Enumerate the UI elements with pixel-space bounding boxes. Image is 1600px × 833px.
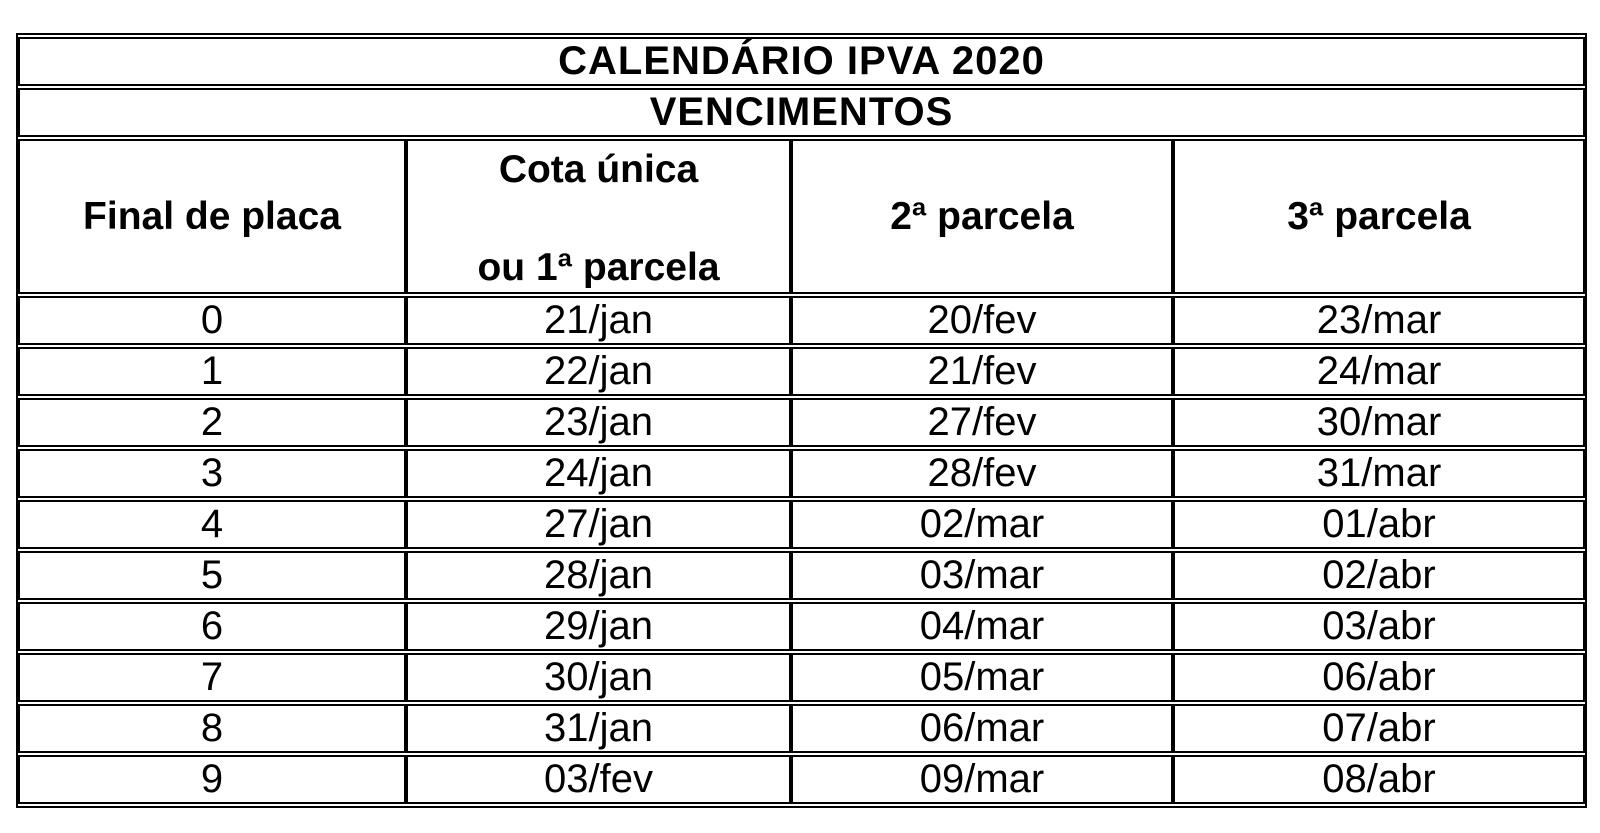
cell-cota-unica: 24/jan (406, 449, 791, 498)
cell-2a-parcela: 03/mar (791, 551, 1173, 600)
cell-3a-parcela: 01/abr (1173, 500, 1586, 549)
cell-final-de-placa: 9 (18, 755, 406, 804)
table-row: 1 22/jan 21/fev 24/mar (18, 347, 1586, 396)
cell-2a-parcela: 06/mar (791, 704, 1173, 753)
cell-2a-parcela: 05/mar (791, 653, 1173, 702)
table-row: 2 23/jan 27/fev 30/mar (18, 398, 1586, 447)
cell-cota-unica: 30/jan (406, 653, 791, 702)
column-header-2a-parcela: 2ª parcela (791, 139, 1173, 294)
cell-final-de-placa: 3 (18, 449, 406, 498)
table-row: 4 27/jan 02/mar 01/abr (18, 500, 1586, 549)
ipva-calendar-table: CALENDÁRIO IPVA 2020 VENCIMENTOS Final d… (16, 33, 1588, 808)
cell-final-de-placa: 7 (18, 653, 406, 702)
column-header-row: Final de placa Cota única ou 1ª parcela … (18, 139, 1586, 294)
cell-2a-parcela: 21/fev (791, 347, 1173, 396)
cell-cota-unica: 21/jan (406, 296, 791, 345)
cell-cota-unica: 23/jan (406, 398, 791, 447)
column-header-3a-parcela: 3ª parcela (1173, 139, 1586, 294)
cell-2a-parcela: 20/fev (791, 296, 1173, 345)
cell-3a-parcela: 07/abr (1173, 704, 1586, 753)
cell-final-de-placa: 2 (18, 398, 406, 447)
table-row: 6 29/jan 04/mar 03/abr (18, 602, 1586, 651)
cell-final-de-placa: 8 (18, 704, 406, 753)
title-row: CALENDÁRIO IPVA 2020 (18, 37, 1586, 86)
cell-cota-unica: 29/jan (406, 602, 791, 651)
subtitle-row: VENCIMENTOS (18, 88, 1586, 137)
cell-final-de-placa: 5 (18, 551, 406, 600)
cell-cota-unica: 22/jan (406, 347, 791, 396)
cell-cota-unica: 31/jan (406, 704, 791, 753)
table-title: CALENDÁRIO IPVA 2020 (18, 37, 1586, 86)
cell-2a-parcela: 27/fev (791, 398, 1173, 447)
column-header-cota-unica: Cota única ou 1ª parcela (406, 139, 791, 294)
cell-3a-parcela: 06/abr (1173, 653, 1586, 702)
cell-2a-parcela: 28/fev (791, 449, 1173, 498)
cell-cota-unica: 03/fev (406, 755, 791, 804)
cell-final-de-placa: 0 (18, 296, 406, 345)
table-row: 0 21/jan 20/fev 23/mar (18, 296, 1586, 345)
cell-3a-parcela: 31/mar (1173, 449, 1586, 498)
table-row: 5 28/jan 03/mar 02/abr (18, 551, 1586, 600)
table-row: 7 30/jan 05/mar 06/abr (18, 653, 1586, 702)
cell-3a-parcela: 30/mar (1173, 398, 1586, 447)
table-row: 3 24/jan 28/fev 31/mar (18, 449, 1586, 498)
table-row: 9 03/fev 09/mar 08/abr (18, 755, 1586, 804)
cell-cota-unica: 27/jan (406, 500, 791, 549)
cell-3a-parcela: 02/abr (1173, 551, 1586, 600)
cell-2a-parcela: 09/mar (791, 755, 1173, 804)
cell-2a-parcela: 04/mar (791, 602, 1173, 651)
cell-2a-parcela: 02/mar (791, 500, 1173, 549)
cell-final-de-placa: 4 (18, 500, 406, 549)
table-row: 8 31/jan 06/mar 07/abr (18, 704, 1586, 753)
column-header-final-de-placa: Final de placa (18, 139, 406, 294)
cell-3a-parcela: 23/mar (1173, 296, 1586, 345)
table-body: 0 21/jan 20/fev 23/mar 1 22/jan 21/fev 2… (18, 296, 1586, 804)
cell-cota-unica: 28/jan (406, 551, 791, 600)
cota-unica-line-1: Cota única (498, 147, 699, 191)
cell-final-de-placa: 6 (18, 602, 406, 651)
cota-unica-header-lines: Cota única ou 1ª parcela (408, 142, 789, 292)
cell-3a-parcela: 03/abr (1173, 602, 1586, 651)
cell-3a-parcela: 08/abr (1173, 755, 1586, 804)
cota-unica-line-2: ou 1ª parcela (477, 245, 720, 289)
cell-final-de-placa: 1 (18, 347, 406, 396)
cell-3a-parcela: 24/mar (1173, 347, 1586, 396)
table-subtitle: VENCIMENTOS (18, 88, 1586, 137)
